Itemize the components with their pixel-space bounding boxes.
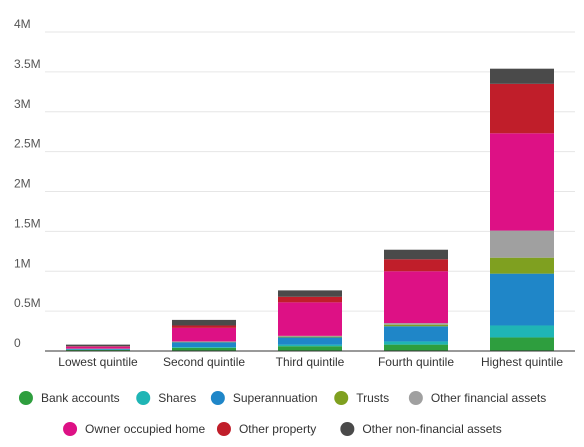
legend-item[interactable]: Owner occupied home — [63, 422, 205, 436]
bar-segment[interactable] — [490, 133, 554, 231]
bar-segment[interactable] — [278, 302, 342, 336]
legend-item[interactable]: Superannuation — [210, 391, 318, 405]
bars — [66, 68, 554, 351]
y-tick-label: 0.5M — [14, 296, 41, 310]
bar-segment[interactable] — [172, 327, 236, 342]
x-axis-labels: Lowest quintile Second quintile Third quin… — [58, 355, 563, 369]
bar-segment[interactable] — [490, 273, 554, 326]
y-tick-label: 1M — [14, 256, 31, 270]
legend-swatch — [18, 391, 33, 405]
legend-label: Other non-financial assets — [362, 422, 501, 436]
bar-segment[interactable] — [384, 323, 448, 325]
legend-label: Trusts — [356, 391, 389, 405]
y-tick-label: 1.5M — [14, 216, 41, 230]
y-tick-label: 3.5M — [14, 57, 41, 71]
bar-segment[interactable] — [384, 259, 448, 272]
legend-swatch — [340, 422, 355, 436]
y-tick-label: 2.5M — [14, 137, 41, 151]
bar-segment[interactable] — [384, 344, 448, 351]
bar-segment[interactable] — [278, 336, 342, 338]
legend-swatch — [136, 391, 151, 405]
legend-label: Superannuation — [233, 391, 318, 405]
bar-segment[interactable] — [490, 337, 554, 351]
bar-segment[interactable] — [384, 249, 448, 260]
legend-swatch — [210, 391, 225, 405]
legend-item[interactable]: Other property — [216, 422, 316, 436]
legend-label: Other financial assets — [431, 391, 546, 405]
bar-segment[interactable] — [490, 325, 554, 338]
bar-segment[interactable] — [278, 344, 342, 347]
bar-segment[interactable] — [490, 83, 554, 134]
legend-swatch — [408, 391, 423, 405]
legend-item[interactable]: Other financial assets — [408, 391, 546, 405]
bar-segment[interactable] — [384, 324, 448, 327]
legend-item[interactable]: Trusts — [334, 391, 389, 405]
bar-segment[interactable] — [490, 68, 554, 84]
legend-label: Owner occupied home — [85, 422, 205, 436]
bar-segment[interactable] — [66, 348, 130, 350]
bar-segment[interactable] — [66, 344, 130, 347]
legend-swatch — [63, 422, 78, 436]
bar-segment[interactable] — [66, 349, 130, 351]
x-tick-label: Third quintile — [276, 355, 345, 369]
x-tick-label: Lowest quintile — [58, 355, 138, 369]
bar-segment[interactable] — [172, 319, 236, 326]
legend-item[interactable]: Shares — [136, 391, 196, 405]
bar-segment[interactable] — [278, 335, 342, 337]
bar-segment[interactable] — [172, 342, 236, 348]
legend-swatch — [334, 391, 349, 405]
bar-segment[interactable] — [384, 271, 448, 324]
bar-segment[interactable] — [172, 347, 236, 351]
gridlines — [45, 31, 575, 312]
y-tick-label: 0 — [14, 336, 21, 350]
y-tick-label: 2M — [14, 177, 31, 191]
bar-segment[interactable] — [278, 346, 342, 351]
y-tick-label: 4M — [14, 17, 31, 31]
bar-segment[interactable] — [490, 230, 554, 258]
bar-segment[interactable] — [278, 296, 342, 303]
legend-item[interactable]: Bank accounts — [18, 391, 120, 405]
y-axis-ticks: 0 0.5M 1M 1.5M 2M 2.5M 3M 3.5M 4M — [14, 17, 41, 350]
bar-segment[interactable] — [172, 325, 236, 328]
legend-label: Other property — [239, 422, 316, 436]
bar-segment[interactable] — [66, 346, 130, 349]
x-tick-label: Second quintile — [163, 355, 245, 369]
legend-swatch — [216, 422, 231, 436]
bar-segment[interactable] — [172, 347, 236, 348]
bar-segment[interactable] — [384, 326, 448, 342]
bar-segment[interactable] — [384, 341, 448, 345]
legend-label: Shares — [158, 391, 196, 405]
x-tick-label: Highest quintile — [481, 355, 563, 369]
x-tick-label: Fourth quintile — [378, 355, 454, 369]
y-tick-label: 3M — [14, 97, 31, 111]
legend-label: Bank accounts — [41, 391, 120, 405]
legend-item[interactable]: Other non-financial assets — [340, 422, 502, 436]
bar-segment[interactable] — [490, 257, 554, 274]
legend: Bank accounts Shares Superannuation Trusts O… — [18, 391, 546, 436]
bar-segment[interactable] — [278, 337, 342, 345]
bar-segment[interactable] — [278, 290, 342, 297]
